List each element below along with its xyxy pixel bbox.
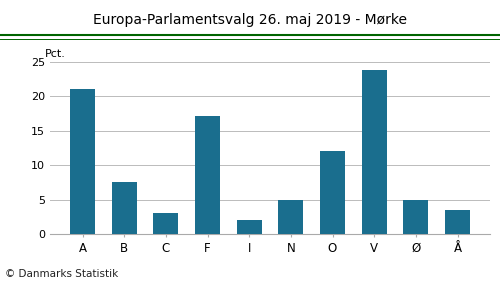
Bar [445, 210, 470, 234]
Bar [70, 89, 95, 234]
Bar [320, 151, 345, 234]
Bar [112, 182, 136, 234]
Bar [236, 220, 262, 234]
Bar [404, 200, 428, 234]
Text: © Danmarks Statistik: © Danmarks Statistik [5, 269, 118, 279]
Bar [278, 200, 303, 234]
Text: Europa-Parlamentsvalg 26. maj 2019 - Mørke: Europa-Parlamentsvalg 26. maj 2019 - Mør… [93, 13, 407, 27]
Bar [154, 213, 178, 234]
Text: Pct.: Pct. [45, 49, 66, 59]
Bar [362, 70, 386, 234]
Bar [195, 116, 220, 234]
